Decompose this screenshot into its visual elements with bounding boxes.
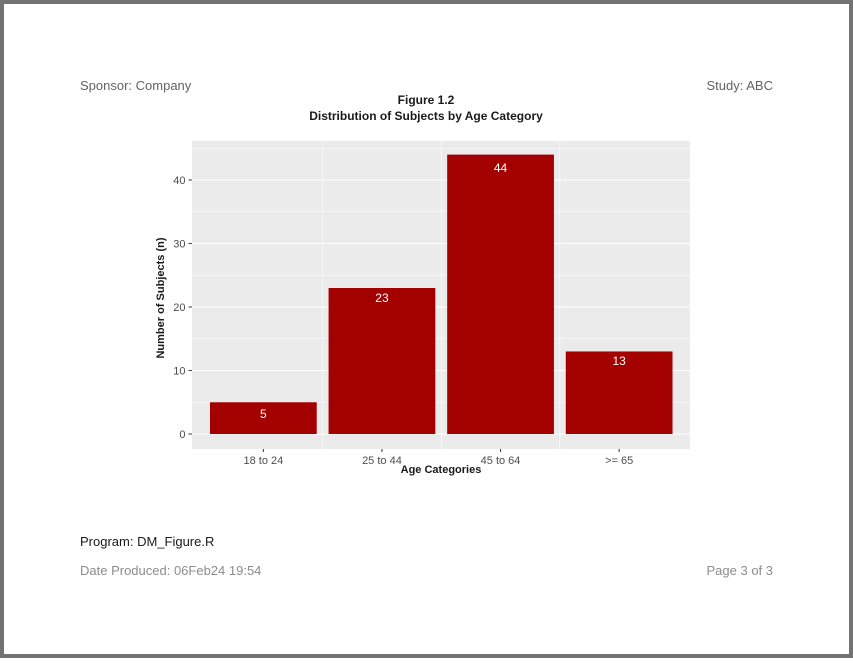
svg-text:Page 3 of 3: Page 3 of 3 bbox=[707, 563, 774, 578]
svg-text:40: 40 bbox=[173, 175, 185, 187]
svg-text:5: 5 bbox=[260, 407, 267, 421]
svg-text:Sponsor: Company: Sponsor: Company bbox=[80, 78, 192, 93]
svg-text:44: 44 bbox=[494, 161, 508, 175]
svg-text:Date Produced: 06Feb24 19:54: Date Produced: 06Feb24 19:54 bbox=[80, 563, 261, 578]
svg-text:Study: ABC: Study: ABC bbox=[707, 78, 773, 93]
svg-text:18 to 24: 18 to 24 bbox=[243, 455, 283, 467]
svg-text:45 to 64: 45 to 64 bbox=[481, 455, 521, 467]
svg-text:Program: DM_Figure.R: Program: DM_Figure.R bbox=[80, 534, 214, 549]
svg-text:0: 0 bbox=[179, 429, 185, 441]
svg-text:Number of Subjects (n): Number of Subjects (n) bbox=[155, 237, 167, 358]
svg-text:Distribution of Subjects by Ag: Distribution of Subjects by Age Category bbox=[309, 109, 543, 123]
svg-text:13: 13 bbox=[612, 354, 626, 368]
svg-text:23: 23 bbox=[375, 291, 389, 305]
svg-text:10: 10 bbox=[173, 366, 185, 378]
svg-text:30: 30 bbox=[173, 239, 185, 251]
svg-text:Figure 1.2: Figure 1.2 bbox=[398, 93, 455, 107]
svg-text:20: 20 bbox=[173, 302, 185, 314]
svg-text:25 to 44: 25 to 44 bbox=[362, 455, 402, 467]
svg-text:Age Categories: Age Categories bbox=[401, 464, 482, 476]
svg-text:>= 65: >= 65 bbox=[605, 455, 633, 467]
